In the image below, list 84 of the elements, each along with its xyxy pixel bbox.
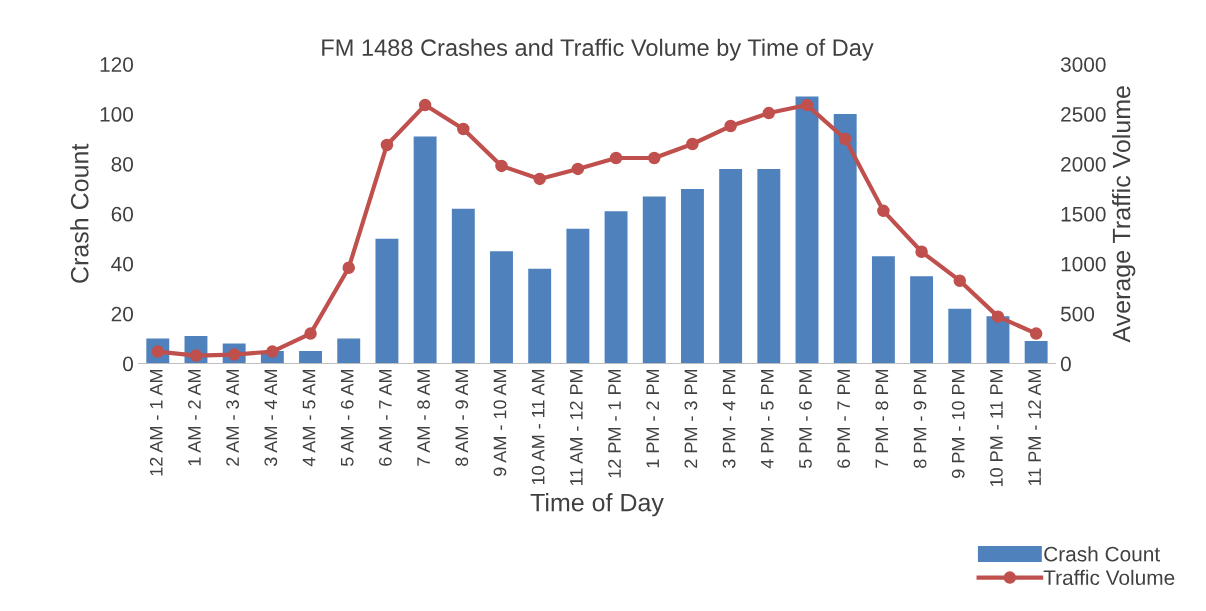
point [877, 204, 890, 218]
x-tick-label: 3 AM - 4 AM [264, 369, 278, 467]
y2-tick-label: 1500 [1061, 206, 1106, 222]
y2-tick-label: 2500 [1061, 107, 1106, 122]
x-tick-label: 6 AM - 7 AM [378, 369, 392, 466]
x-tick-label: 7 AM - 8 AM [417, 369, 430, 466]
bar [528, 268, 552, 364]
y2-tick-label: 500 [1060, 306, 1095, 322]
legend-label: Crash Count [1044, 546, 1160, 562]
x-tick-label: 4 PM - 5 PM [761, 369, 774, 469]
point [762, 106, 776, 120]
point [1029, 327, 1043, 340]
point [686, 137, 699, 151]
x-tick-label: 5 AM - 6 AM [340, 369, 354, 467]
y2-tick-label: 2000 [1061, 156, 1106, 172]
point [457, 122, 470, 136]
point [724, 119, 737, 133]
x-tick-label: 8 PM - 9 PM [913, 369, 927, 468]
x-tick-label: 6 PM - 7 PM [837, 369, 851, 468]
bar [604, 211, 628, 364]
y2-axis-title: Average Traffic Volume [1112, 86, 1136, 343]
x-axis-title: Time of Day [530, 493, 664, 517]
chart-title: FM 1488 Crashes and Traffic Volume by Time of Day [322, 38, 874, 61]
bar [413, 136, 437, 364]
x-tick-label: 1 PM - 2 PM [646, 369, 659, 468]
y-axis-title: Crash Count [70, 143, 89, 283]
x-tick-label: 11 AM - 12 PM [569, 369, 583, 486]
point [800, 98, 814, 112]
y-tick-label: 60 [111, 206, 134, 222]
y-tick-label: 120 [100, 57, 134, 72]
x-tick-label: 9 AM - 10 AM [493, 369, 507, 476]
x-tick-label: 5 PM - 6 PM [799, 369, 812, 469]
bar [719, 168, 743, 364]
bar [948, 308, 972, 364]
x-tick-label: 11 PM - 12 AM [1028, 369, 1041, 486]
point [304, 327, 317, 340]
bar [795, 96, 819, 364]
bar [910, 276, 934, 364]
bar [566, 228, 590, 364]
bar [642, 196, 666, 364]
x-tick-label: 2 PM - 3 PM [684, 369, 698, 468]
point [953, 274, 967, 287]
x-tick-label: 9 PM - 10 PM [951, 369, 965, 478]
bar [680, 188, 704, 364]
x-tick-label: 10 AM - 11 AM [531, 369, 545, 485]
y-tick-label: 40 [111, 256, 134, 272]
bar [337, 338, 361, 364]
bar [375, 238, 399, 364]
point [571, 162, 585, 176]
bar [490, 251, 513, 364]
legend-label: Traffic Volume [1043, 569, 1175, 586]
y2-tick-label: 1000 [1061, 256, 1106, 272]
x-tick-label: 10 PM - 11 PM [990, 369, 1003, 487]
point [648, 151, 661, 165]
bar [871, 256, 895, 364]
x-tick-label: 4 AM - 5 AM [302, 369, 316, 467]
y-tick-label: 80 [111, 156, 134, 172]
point [266, 345, 279, 358]
y2-tick-label: 0 [1060, 356, 1071, 372]
x-tick-label: 1 AM - 2 AM [188, 369, 201, 466]
y-tick-label: 0 [123, 356, 134, 372]
point [533, 172, 546, 186]
point [838, 132, 852, 146]
x-tick-label: 8 AM - 9 AM [455, 369, 469, 466]
bar [299, 351, 322, 364]
bar [451, 208, 475, 364]
point [991, 310, 1005, 323]
bar [757, 168, 781, 364]
point [609, 151, 623, 165]
point [380, 138, 394, 152]
y-tick-label: 20 [111, 306, 134, 322]
bar [1024, 341, 1048, 364]
y-tick-label: 100 [100, 107, 134, 122]
point [418, 98, 432, 112]
x-tick-label: 7 PM - 8 PM [875, 369, 889, 468]
point [342, 261, 355, 274]
y2-tick-label: 3000 [1060, 57, 1106, 72]
point [915, 245, 928, 259]
x-tick-label: 12 AM - 1 AM [149, 369, 163, 476]
x-tick-label: 12 PM - 1 PM [608, 369, 621, 478]
x-tick-label: 2 AM - 3 AM [226, 369, 240, 466]
x-tick-label: 3 PM - 4 PM [722, 369, 736, 469]
point [495, 159, 508, 173]
bar [833, 114, 857, 364]
